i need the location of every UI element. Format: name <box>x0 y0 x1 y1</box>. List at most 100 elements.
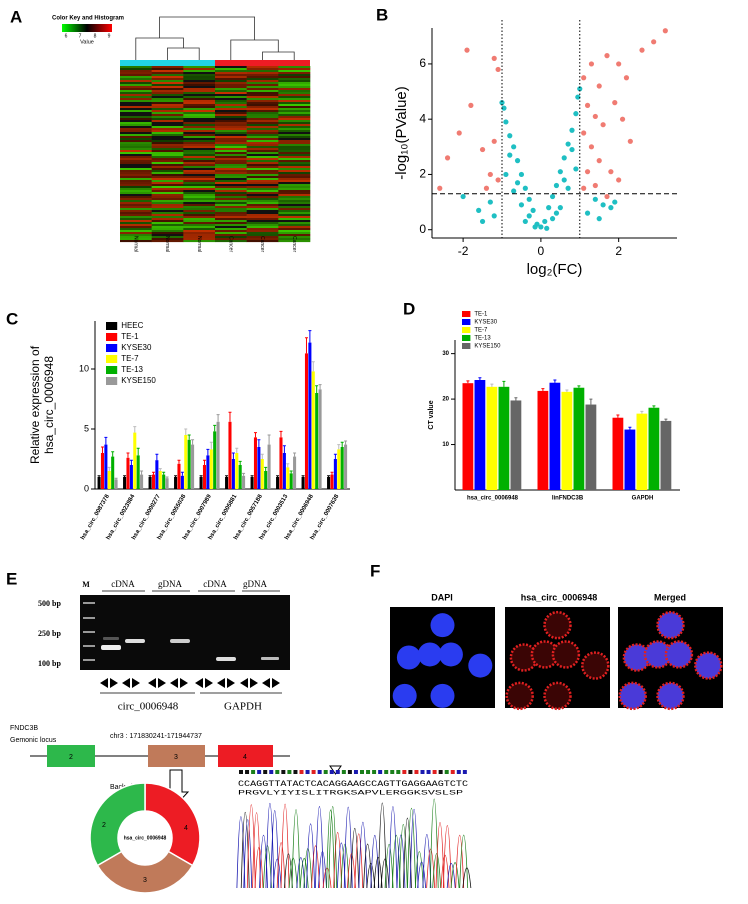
heat-cell <box>120 140 152 143</box>
x-tick-label: hsa_circ_0005881 <box>208 493 239 541</box>
point <box>511 144 517 150</box>
heat-cell <box>183 200 216 203</box>
heat-cell <box>120 240 152 243</box>
heat-cell <box>246 184 279 187</box>
bar <box>126 457 130 489</box>
heat-cell <box>278 146 311 149</box>
heat-cell <box>246 108 279 111</box>
error-bar <box>213 424 217 432</box>
heat-cell <box>246 228 279 231</box>
heat-cell <box>183 202 216 205</box>
y-tick-label: 10 <box>442 442 449 448</box>
base-square <box>462 770 467 774</box>
heat-cell <box>151 128 184 131</box>
heat-cell <box>120 100 152 103</box>
base-square <box>305 770 310 774</box>
heatmap <box>120 66 311 243</box>
base-square <box>341 770 346 774</box>
heat-cell <box>246 88 279 91</box>
heat-cell <box>278 90 311 93</box>
heat-cell <box>183 106 216 109</box>
ladder-band <box>83 617 95 619</box>
point <box>542 218 548 225</box>
heat-cell <box>120 90 152 93</box>
bar <box>253 437 258 489</box>
point <box>437 185 443 191</box>
trace-peak <box>409 809 419 889</box>
bar <box>624 429 636 490</box>
heat-cell <box>246 180 279 183</box>
point <box>526 213 532 219</box>
heat-cell <box>183 166 216 169</box>
heat-cell <box>120 66 152 69</box>
exon-label: 2 <box>69 754 73 761</box>
heat-cell <box>151 136 184 139</box>
heat-cell <box>215 196 247 199</box>
heat-cell <box>120 120 152 123</box>
point <box>518 202 525 208</box>
heat-cell <box>120 134 152 137</box>
error-bar <box>293 452 297 457</box>
heat-cell <box>278 78 311 81</box>
x-tick-label: hsa_circ_0057188 <box>233 493 264 541</box>
exon-label: 3 <box>174 754 178 761</box>
heat-cell <box>151 94 184 97</box>
trace-peak <box>459 834 469 889</box>
coordinates: chr3 : 171830241-171944737 <box>110 733 202 740</box>
error-bar <box>206 448 210 456</box>
trace-peak <box>296 857 306 889</box>
heat-cell <box>246 238 279 241</box>
trace-peak <box>455 834 465 889</box>
heat-cell <box>215 210 247 213</box>
bar <box>155 460 159 489</box>
heat-cell <box>151 160 184 163</box>
ring-segment <box>89 782 146 867</box>
trace-peak <box>432 853 442 889</box>
trace-peak <box>306 823 315 889</box>
point <box>476 207 482 213</box>
y-tick-label: 0 <box>84 483 89 493</box>
heat-cell <box>246 188 279 191</box>
error-bar <box>126 452 130 458</box>
point <box>569 127 575 133</box>
heat-cell <box>278 166 311 169</box>
heat-cell <box>278 148 311 151</box>
heat-cell <box>183 190 216 193</box>
heat-cell <box>151 144 184 147</box>
heat-cell <box>215 80 247 83</box>
heat-cell <box>215 212 247 215</box>
heat-cell <box>278 132 311 135</box>
heat-cell <box>120 216 152 219</box>
legend-swatch <box>106 344 118 352</box>
heat-cell <box>246 156 279 159</box>
heat-cell <box>215 166 247 169</box>
legend-label: KYSE30 <box>474 320 497 326</box>
primer-arrow <box>217 678 235 688</box>
column-label: Cancer <box>291 236 297 252</box>
trace-peak <box>377 802 387 889</box>
legend-swatch <box>462 335 471 341</box>
panel-letter: D <box>403 299 415 318</box>
heat-cell <box>120 124 152 127</box>
heat-cell <box>215 122 247 125</box>
legend-label: KYSE150 <box>121 376 156 385</box>
error-bar <box>123 475 127 477</box>
heat-cell <box>183 68 216 71</box>
heat-cell <box>151 116 184 119</box>
point <box>616 61 622 67</box>
heat-cell <box>151 118 184 121</box>
heat-cell <box>215 200 247 203</box>
heat-cell <box>215 236 247 239</box>
heat-cell <box>120 80 152 83</box>
error-bar <box>344 440 348 445</box>
key-tick: 7 <box>79 33 82 39</box>
trace-peak <box>462 867 472 889</box>
image-title: hsa_circ_0006948 <box>521 592 598 602</box>
heat-cell <box>215 90 247 93</box>
heat-cell <box>120 214 152 217</box>
heat-cell <box>246 106 279 109</box>
heat-cell <box>246 102 279 105</box>
point <box>584 102 591 108</box>
heat-cell <box>120 230 152 233</box>
heat-cell <box>183 220 216 223</box>
